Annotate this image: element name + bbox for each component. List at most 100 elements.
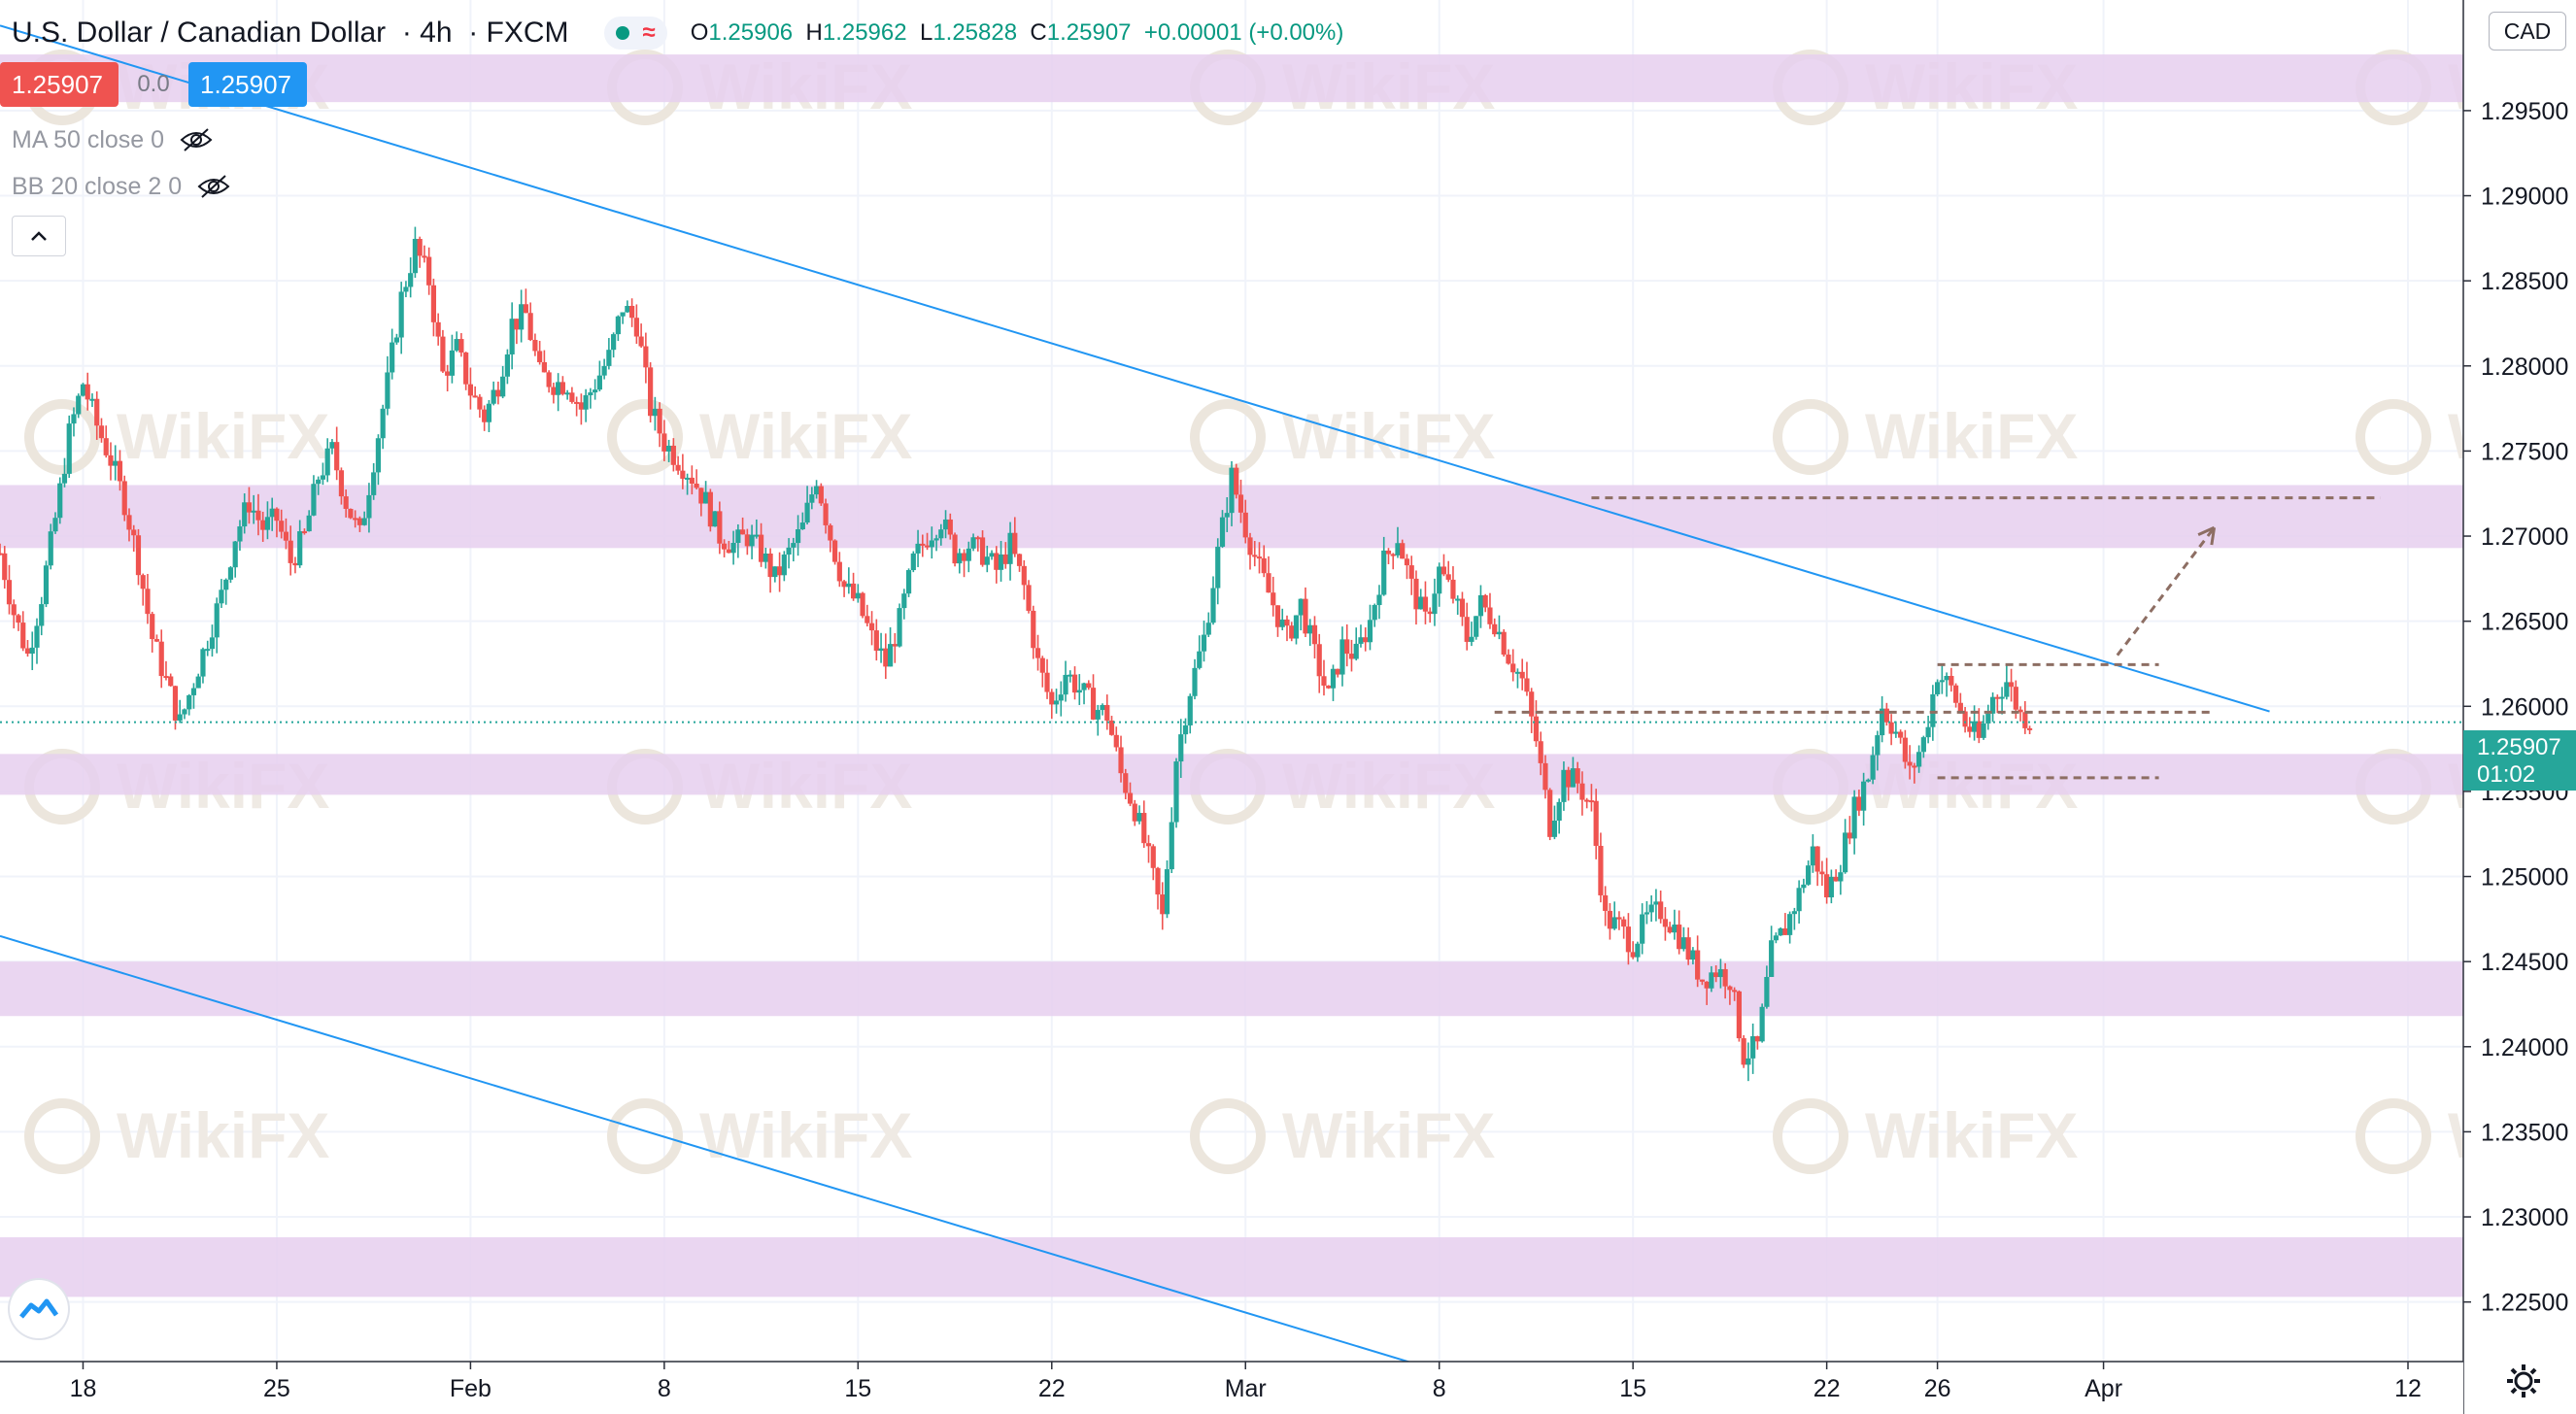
candle-body: [1912, 765, 1917, 768]
time-axis: [0, 1362, 2463, 1414]
candle-body: [1321, 676, 1327, 686]
candle-body: [1021, 565, 1027, 586]
candle-body: [836, 561, 842, 582]
price-tick-label: 1.28500: [2481, 268, 2568, 295]
candle-body: [831, 540, 838, 562]
candle-body: [1847, 832, 1852, 839]
interval-label: 4h: [420, 17, 453, 49]
candle-body: [1150, 846, 1156, 868]
candle-body: [920, 543, 926, 546]
candle-body: [1759, 1006, 1765, 1042]
candle-body: [1616, 917, 1622, 920]
time-tick-label: Mar: [1225, 1375, 1267, 1402]
price-tick-label: 1.23000: [2481, 1204, 2568, 1231]
candle-body: [1819, 871, 1825, 875]
collapse-legend-button[interactable]: [12, 216, 66, 256]
candle-body: [680, 470, 686, 479]
bar-countdown: 01:02: [2477, 761, 2536, 788]
candle-body: [1256, 556, 1263, 559]
eye-hidden-icon[interactable]: [197, 174, 230, 199]
candle-body: [712, 511, 718, 527]
candle-body: [942, 519, 949, 530]
candle-body: [200, 649, 206, 677]
candle-body: [361, 518, 367, 525]
candle-body: [1944, 675, 1949, 681]
buy-button[interactable]: 1.25907: [188, 62, 307, 107]
candle-body: [371, 472, 377, 495]
watermark-text: WikiFX: [1282, 400, 1495, 472]
candle-body: [1773, 935, 1779, 941]
candle-body: [1556, 801, 1562, 821]
support-resistance-zone: [0, 54, 2463, 103]
candle-body: [1806, 865, 1812, 885]
candle-body: [430, 285, 437, 322]
candle-body: [1234, 467, 1239, 495]
watermark-icon: [1190, 1098, 1266, 1174]
watermark-text: WikiFX: [1865, 1099, 2078, 1171]
candle-body: [1561, 769, 1567, 802]
candle-body: [1330, 668, 1337, 689]
candle-body: [380, 408, 386, 439]
candle-body: [251, 510, 256, 513]
candle-body: [1169, 822, 1174, 870]
indicator-bb[interactable]: BB 20 close 2 0: [12, 167, 230, 206]
candle-body: [1100, 704, 1105, 711]
candle-body: [1487, 607, 1493, 624]
candle-body: [1076, 690, 1082, 693]
candle-body: [1593, 800, 1599, 846]
candle-body: [606, 350, 612, 366]
currency-label[interactable]: CAD: [2489, 12, 2566, 50]
candle-body: [1187, 695, 1193, 725]
candle-body: [966, 548, 971, 561]
candle-body: [1898, 731, 1904, 738]
tradingview-logo-button[interactable]: [10, 1280, 68, 1338]
candle-body: [320, 475, 326, 480]
candle-body: [786, 547, 792, 556]
candle-body: [1348, 654, 1355, 659]
time-tick-label: 8: [1433, 1375, 1446, 1402]
candle-body: [1445, 574, 1451, 580]
candle-body: [1271, 592, 1276, 606]
candle-body: [1469, 636, 1474, 642]
symbol-title[interactable]: U.S. Dollar / Canadian Dollar · 4h · FXC…: [12, 17, 569, 49]
candle-body: [537, 351, 543, 362]
candle-body: [1367, 620, 1373, 643]
gear-icon[interactable]: [2504, 1362, 2543, 1400]
sell-button[interactable]: 1.25907: [0, 62, 119, 107]
watermark-icon: [2356, 1098, 2431, 1174]
candle-body: [20, 623, 26, 649]
candle-body: [140, 575, 146, 589]
price-tick-label: 1.28000: [2481, 354, 2568, 381]
candle-body: [1529, 691, 1535, 717]
candle-body: [52, 518, 58, 532]
candle-body: [1778, 928, 1783, 936]
candle-body: [569, 392, 575, 402]
candle-body: [29, 647, 35, 655]
open-value: 1.25906: [708, 19, 794, 46]
candle-body: [1455, 598, 1461, 601]
candle-body: [2, 553, 8, 581]
candle-body: [726, 549, 731, 554]
candle-body: [596, 375, 602, 390]
candle-body: [153, 639, 160, 642]
candle-body: [828, 524, 833, 541]
candle-body: [1160, 894, 1166, 915]
indicator-ma[interactable]: MA 50 close 0: [12, 120, 213, 159]
candle-body: [482, 409, 488, 422]
candle-body: [2017, 709, 2023, 713]
candle-body: [1856, 796, 1862, 811]
chevron-up-icon: [31, 231, 47, 241]
candle-body: [901, 593, 907, 609]
candle-body: [1113, 734, 1119, 748]
eye-hidden-icon[interactable]: [180, 127, 213, 152]
candle-body: [168, 676, 174, 687]
candle-body: [1459, 598, 1466, 618]
watermark-icon: [1773, 1098, 1848, 1174]
price-tick-label: 1.27000: [2481, 523, 2568, 551]
candle-body: [1611, 917, 1617, 929]
market-status-badge[interactable]: ≈: [603, 17, 667, 50]
candle-body: [1385, 550, 1392, 555]
candle-body: [329, 442, 335, 449]
